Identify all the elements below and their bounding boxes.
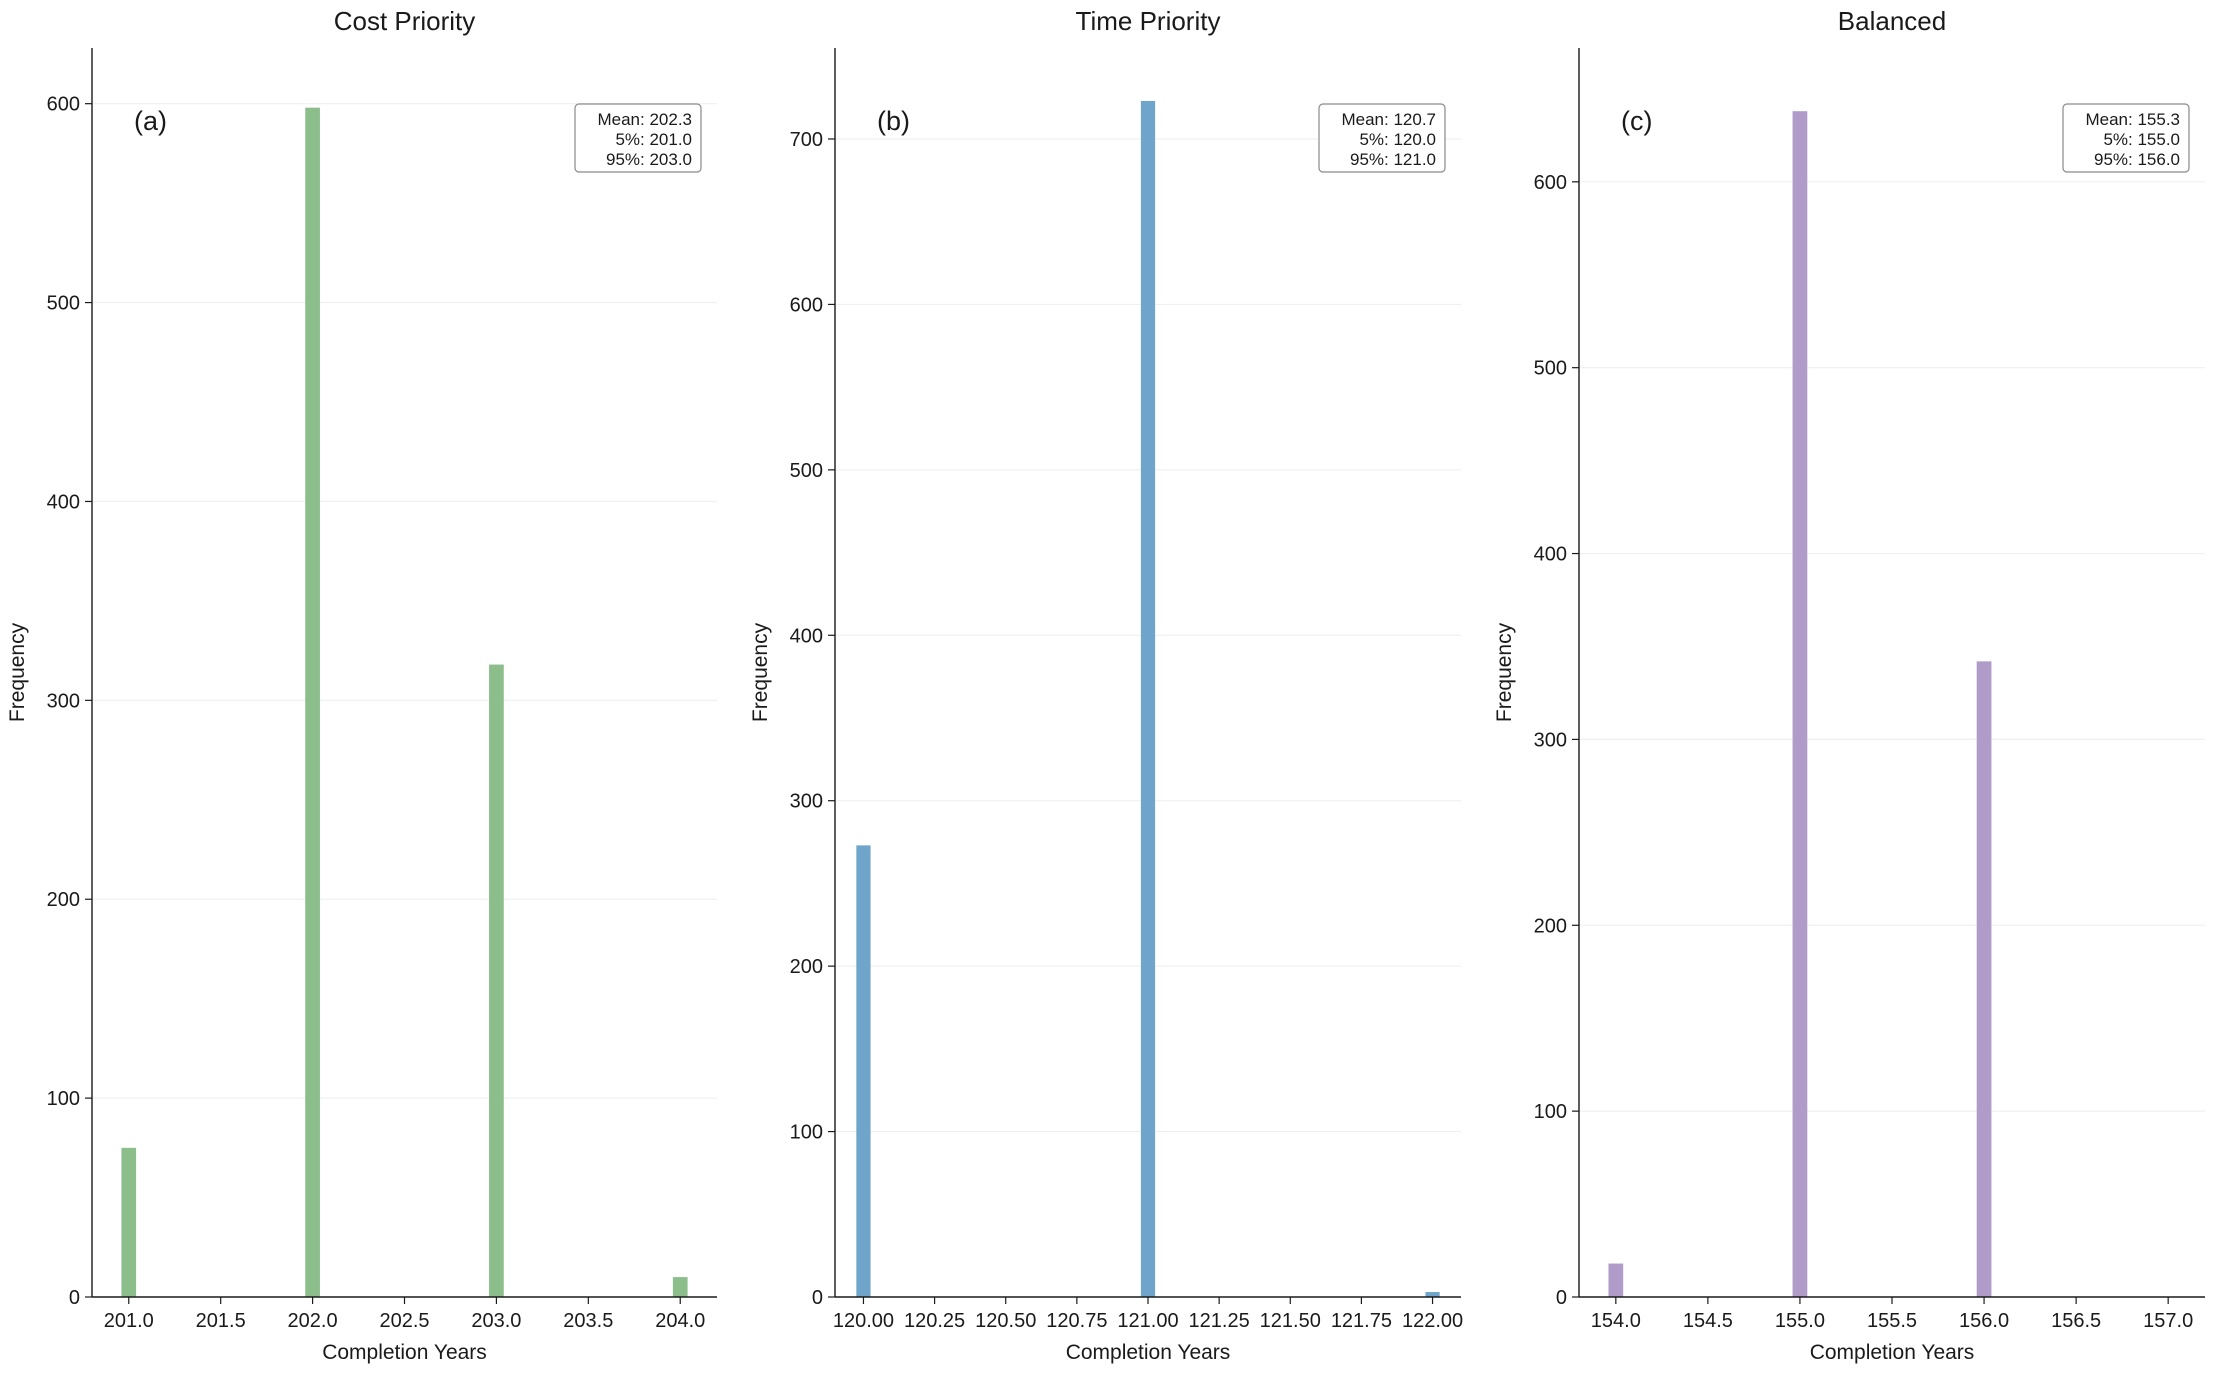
x-tick-label: 120.75 <box>1046 1310 1107 1332</box>
panel-letter-label: (c) <box>1621 106 1652 136</box>
y-tick-label: 600 <box>790 294 823 316</box>
x-tick-label: 121.00 <box>1117 1310 1178 1332</box>
x-tick-label: 156.0 <box>1959 1310 2009 1332</box>
y-tick-label: 200 <box>1534 915 1567 937</box>
y-tick-label: 200 <box>790 956 823 978</box>
x-tick-label: 154.0 <box>1591 1310 1641 1332</box>
histogram-bar <box>1425 1292 1440 1297</box>
x-tick-label: 154.5 <box>1683 1310 1733 1332</box>
x-tick-label: 203.0 <box>471 1310 521 1332</box>
chart-title: Time Priority <box>1076 6 1221 36</box>
y-tick-label: 0 <box>812 1287 823 1309</box>
y-tick-label: 600 <box>1534 172 1567 194</box>
y-tick-label: 0 <box>69 1287 80 1309</box>
x-tick-label: 121.75 <box>1331 1310 1392 1332</box>
y-tick-label: 100 <box>790 1122 823 1144</box>
y-tick-label: 500 <box>790 460 823 482</box>
x-tick-label: 202.5 <box>379 1310 429 1332</box>
histogram-bar <box>1792 111 1808 1297</box>
panel-cost-priority: 201.0 201.5 202.0 202.5 203.0 203.5 204.0 0 100 2… <box>0 0 743 1373</box>
histogram-bar <box>856 845 871 1297</box>
stats-box <box>574 103 702 173</box>
x-axis-label: Completion Years <box>1066 1341 1231 1364</box>
x-tick-label: 121.25 <box>1189 1310 1250 1332</box>
x-tick-label: 120.50 <box>975 1310 1036 1332</box>
x-tick-label: 203.5 <box>563 1310 613 1332</box>
histogram-bar <box>489 664 504 1297</box>
x-tick-label: 204.0 <box>655 1310 705 1332</box>
histogram-bar <box>1140 100 1156 1298</box>
stats-box <box>1318 103 1446 173</box>
panel-balanced: 154.0 154.5 155.0 155.5 156.0 156.5 157.0 0 100 2… <box>1487 0 2231 1373</box>
x-tick-label: 120.25 <box>904 1310 965 1332</box>
stats-line: Mean: 155.3 <box>2085 110 2180 129</box>
histogram-bar <box>1976 661 1992 1297</box>
y-tick-label: 100 <box>1534 1101 1567 1123</box>
panel-letter-label: (a) <box>134 106 167 136</box>
stats-line: 95%: 156.0 <box>2094 150 2180 169</box>
y-tick-label: 400 <box>47 491 80 513</box>
panel-letter-label: (b) <box>877 106 910 136</box>
x-tick-label: 122.00 <box>1402 1310 1463 1332</box>
stats-line: 5%: 120.0 <box>1359 130 1436 149</box>
stats-line: 5%: 155.0 <box>2103 130 2180 149</box>
y-tick-label: 400 <box>790 625 823 647</box>
y-axis-label: Frequency <box>1493 622 1516 722</box>
y-tick-label: 400 <box>1534 544 1567 566</box>
x-tick-label: 202.0 <box>288 1310 338 1332</box>
histogram-bar <box>305 107 320 1297</box>
x-axis-label: Completion Years <box>1810 1341 1975 1364</box>
y-tick-label: 300 <box>47 690 80 712</box>
stats-line: Mean: 120.7 <box>1341 110 1436 129</box>
y-axis-label: Frequency <box>749 622 772 722</box>
stats-line: 95%: 121.0 <box>1350 150 1436 169</box>
y-tick-label: 300 <box>1534 729 1567 751</box>
x-tick-label: 156.5 <box>2051 1310 2101 1332</box>
x-tick-label: 155.5 <box>1867 1310 1917 1332</box>
y-axis-label: Frequency <box>6 622 29 722</box>
x-tick-label: 120.00 <box>833 1310 894 1332</box>
y-tick-label: 200 <box>47 889 80 911</box>
y-tick-label: 100 <box>47 1088 80 1110</box>
histogram-time-priority: 120.00 120.25 120.50 120.75 121.00 121.25 121.… <box>749 6 1463 1364</box>
chart-title: Cost Priority <box>334 6 476 36</box>
chart-title: Balanced <box>1838 6 1946 36</box>
x-tick-label: 201.5 <box>196 1310 246 1332</box>
x-axis-label: Completion Years <box>322 1341 487 1364</box>
y-tick-label: 500 <box>47 293 80 315</box>
stats-line: 5%: 201.0 <box>615 130 692 149</box>
histogram-bar <box>672 1277 688 1297</box>
stats-line: 95%: 203.0 <box>606 150 692 169</box>
stats-box <box>2062 103 2190 173</box>
panel-time-priority: 120.00 120.25 120.50 120.75 121.00 121.25 121.… <box>743 0 1487 1373</box>
histogram-bar <box>121 1147 137 1297</box>
y-tick-label: 300 <box>790 791 823 813</box>
y-tick-label: 500 <box>1534 358 1567 380</box>
x-tick-label: 155.0 <box>1775 1310 1825 1332</box>
histogram-balanced: 154.0 154.5 155.0 155.5 156.0 156.5 157.0 0 100 2… <box>1493 6 2205 1364</box>
histogram-bar <box>1608 1263 1624 1297</box>
y-tick-label: 600 <box>47 94 80 116</box>
x-tick-label: 201.0 <box>104 1310 154 1332</box>
x-tick-label: 121.50 <box>1260 1310 1321 1332</box>
histogram-cost-priority: 201.0 201.5 202.0 202.5 203.0 203.5 204.0 0 100 2… <box>6 6 717 1364</box>
x-tick-label: 157.0 <box>2143 1310 2193 1332</box>
y-tick-label: 0 <box>1556 1287 1567 1309</box>
stats-line: Mean: 202.3 <box>597 110 692 129</box>
y-tick-label: 700 <box>790 129 823 151</box>
